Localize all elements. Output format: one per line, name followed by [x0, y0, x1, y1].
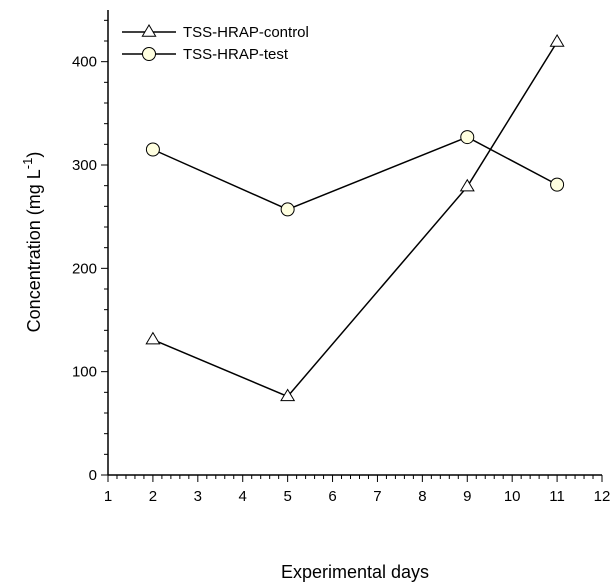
x-tick-label: 2	[149, 488, 157, 505]
x-axis-title: Experimental days	[281, 562, 429, 582]
circle-marker	[142, 47, 156, 61]
x-tick-label: 7	[373, 488, 381, 505]
triangle-marker	[141, 24, 157, 37]
legend-label: TSS-HRAP-test	[183, 46, 289, 63]
circle-marker	[550, 177, 565, 192]
y-axis-title: Concentration (mg L-1)	[20, 152, 44, 333]
y-axis-title-main: Concentration (mg L	[24, 169, 44, 332]
x-tick-label: 6	[328, 488, 336, 505]
x-tick-label: 3	[194, 488, 202, 505]
y-tick-label: 200	[72, 260, 97, 277]
y-tick-label: 100	[72, 364, 97, 381]
y-tick-label: 400	[72, 54, 97, 71]
triangle-marker	[549, 34, 565, 47]
x-tick-label: 8	[418, 488, 426, 505]
series-line	[152, 136, 558, 211]
plot-frame	[107, 10, 602, 476]
x-tick-label: 10	[504, 488, 521, 505]
x-tick-label: 4	[239, 488, 247, 505]
legend-label: TSS-HRAP-control	[183, 24, 309, 41]
circle-marker	[460, 130, 475, 145]
x-ticks: 1 2 3 4 5 6 7 8 9 10 11 12	[104, 475, 611, 505]
triangle-marker	[280, 388, 296, 402]
series-line	[152, 41, 558, 398]
x-tick-label: 5	[283, 488, 291, 505]
x-tick-label: 11	[549, 488, 565, 505]
circle-marker	[145, 142, 160, 157]
series-layer	[145, 34, 565, 402]
legend: TSS-HRAP-control TSS-HRAP-test	[122, 24, 309, 63]
x-tick-label: 9	[463, 488, 471, 505]
y-tick-label: 300	[72, 157, 97, 174]
y-tick-label: 0	[89, 467, 97, 484]
y-ticks: 0 100 200 300 400	[72, 19, 108, 484]
triangle-marker	[145, 331, 161, 345]
triangle-marker	[459, 178, 475, 192]
series-1	[145, 34, 565, 402]
legend-item: TSS-HRAP-test	[122, 46, 289, 63]
y-axis-title-close: )	[24, 152, 44, 158]
legend-item: TSS-HRAP-control	[122, 24, 309, 41]
x-tick-label: 12	[594, 488, 611, 505]
x-tick-label: 1	[104, 488, 112, 505]
series-2	[145, 130, 565, 217]
y-axis-title-superscript: -1	[20, 158, 35, 170]
circle-marker	[280, 202, 295, 217]
